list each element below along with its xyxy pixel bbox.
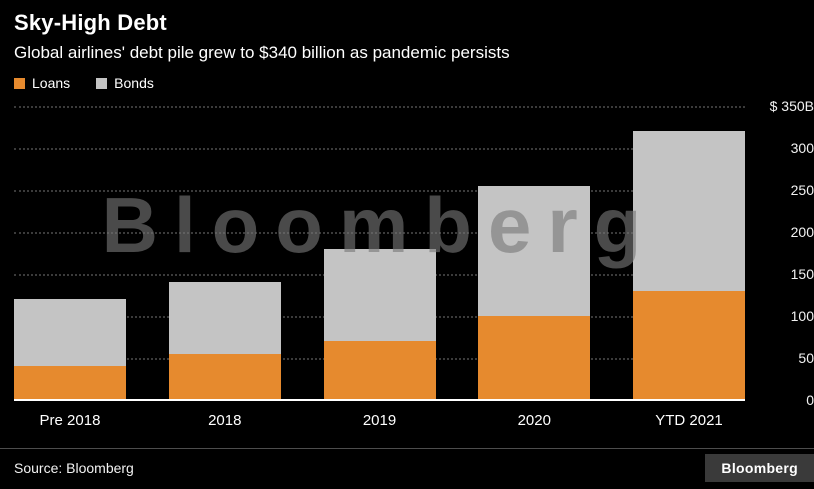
legend-swatch-bonds bbox=[96, 77, 108, 89]
chart-area: $ 350B 300 250 200 150 100 50 0 Bloomberg Pre 2… bbox=[14, 98, 814, 440]
bar-2018 bbox=[168, 106, 281, 400]
source-text: Source: Bloomberg bbox=[14, 460, 134, 476]
legend-label: Loans bbox=[32, 75, 71, 91]
gridline bbox=[14, 106, 745, 108]
chart-subtitle: Global airlines' debt pile grew to $340 … bbox=[14, 43, 510, 62]
legend-item-loans: Loans bbox=[14, 75, 70, 91]
y-tick-label: 250 bbox=[790, 182, 814, 198]
bar-segment-bonds bbox=[323, 248, 436, 342]
chart-header: Sky-High Debt Global airlines' debt pile… bbox=[14, 10, 800, 91]
gridline bbox=[14, 148, 745, 150]
footer-divider bbox=[0, 448, 814, 449]
x-axis-label: 2018 bbox=[208, 412, 242, 429]
gridline bbox=[14, 190, 745, 192]
bar-segment-loans bbox=[168, 353, 281, 400]
bar-segment-loans bbox=[633, 290, 745, 400]
legend-item-bonds: Bonds bbox=[96, 75, 154, 91]
x-axis-label: 2020 bbox=[517, 412, 551, 429]
chart-title: Sky-High Debt bbox=[14, 10, 167, 35]
bar-segment-bonds bbox=[633, 131, 745, 291]
bar-segment-loans bbox=[323, 341, 436, 400]
chart-legend: Loans Bonds bbox=[14, 75, 800, 91]
bar-segment-loans bbox=[478, 316, 591, 400]
legend-swatch-loans bbox=[14, 77, 25, 89]
bar-2020 bbox=[478, 106, 591, 400]
y-tick-label: 50 bbox=[798, 350, 814, 366]
x-axis-label: 2019 bbox=[362, 412, 397, 429]
x-axis-label: Pre 2018 bbox=[39, 412, 101, 429]
bloomberg-logo: Bloomberg bbox=[705, 454, 814, 482]
x-axis-baseline bbox=[14, 399, 745, 401]
legend-label: Bonds bbox=[114, 75, 154, 91]
y-tick-label: 100 bbox=[790, 308, 814, 324]
plot-area bbox=[14, 106, 745, 401]
bar-ytd-2021 bbox=[633, 106, 745, 400]
gridline bbox=[14, 232, 745, 234]
bar-segment-bonds bbox=[168, 282, 281, 354]
bar-segment-loans bbox=[14, 366, 126, 400]
y-tick-label: 200 bbox=[790, 224, 814, 240]
bar-pre-2018 bbox=[14, 106, 126, 400]
y-tick-label: 150 bbox=[790, 266, 814, 282]
y-tick-label: 300 bbox=[790, 140, 814, 156]
y-tick-label: 0 bbox=[806, 392, 814, 408]
y-axis-labels: $ 350B 300 250 200 150 100 50 0 bbox=[751, 98, 814, 408]
bar-2019 bbox=[323, 106, 436, 400]
bar-segment-bonds bbox=[478, 185, 591, 316]
x-axis-labels: Pre 2018 2018 2019 2020 YTD 2021 bbox=[14, 412, 745, 429]
x-axis-label: YTD 2021 bbox=[655, 412, 723, 429]
y-tick-label: $ 350B bbox=[769, 98, 814, 114]
bar-segment-bonds bbox=[14, 299, 126, 367]
bar-series bbox=[14, 106, 745, 400]
chart-footer: Source: Bloomberg Bloomberg bbox=[14, 454, 814, 482]
